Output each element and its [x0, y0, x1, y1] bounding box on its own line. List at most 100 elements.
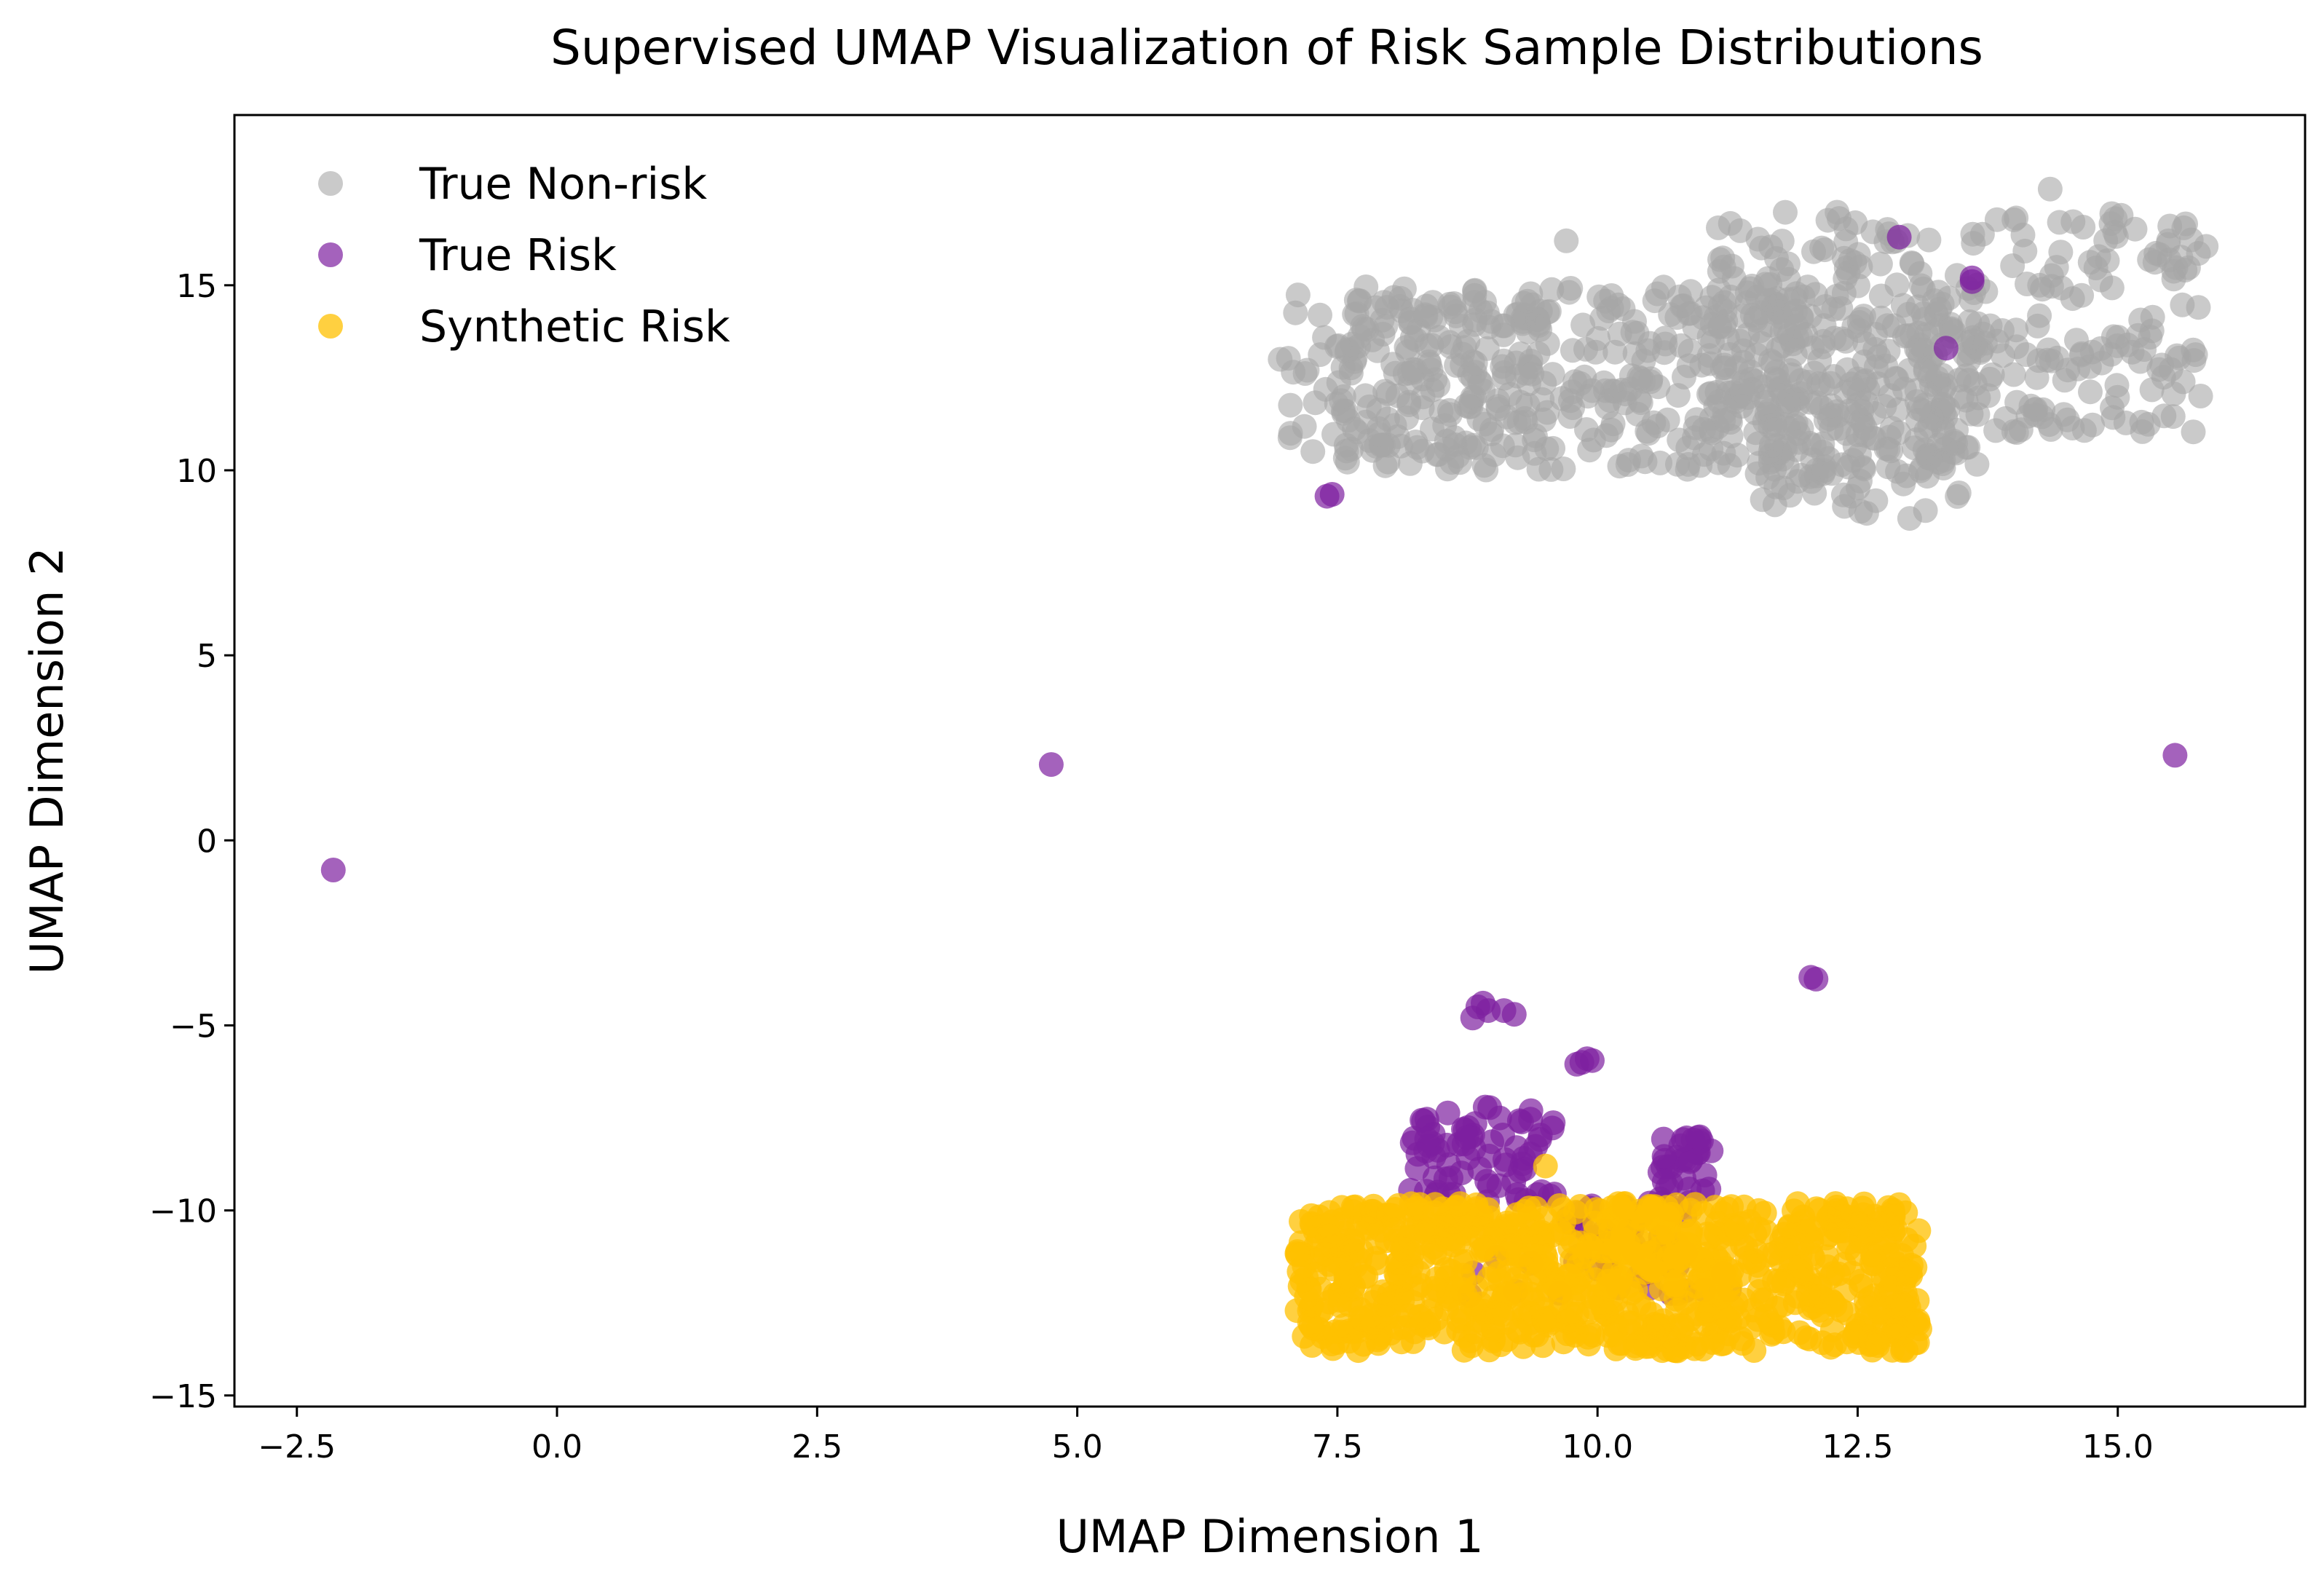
data-point — [1639, 1257, 1664, 1283]
data-point — [1399, 325, 1425, 350]
data-point — [1600, 1238, 1626, 1264]
data-point — [1434, 436, 1459, 462]
legend-label: Synthetic Risk — [419, 301, 730, 352]
data-point — [2086, 244, 2111, 269]
data-point — [1917, 446, 1942, 471]
x-axis-label: UMAP Dimension 1 — [1056, 1510, 1483, 1563]
data-point — [1512, 1199, 1538, 1224]
data-point — [1540, 362, 1565, 387]
legend-marker — [318, 242, 343, 267]
data-point — [2137, 247, 2162, 272]
data-point — [1470, 1299, 1495, 1324]
x-tick-label: 10.0 — [1562, 1428, 1633, 1466]
data-point — [1653, 1328, 1679, 1353]
data-point — [2157, 213, 2183, 239]
data-point — [2044, 345, 2070, 371]
data-point — [2186, 295, 2211, 320]
data-point — [1746, 1198, 1771, 1223]
data-point — [1459, 1333, 1485, 1359]
data-point — [1496, 1281, 1522, 1307]
data-point — [1855, 1324, 1881, 1350]
data-point — [1326, 333, 1351, 358]
data-point — [1452, 1268, 1477, 1294]
data-point — [1757, 1242, 1782, 1267]
data-point — [1319, 482, 1345, 507]
data-point — [1857, 1220, 1883, 1246]
data-point — [1724, 1215, 1750, 1241]
data-point — [2181, 419, 2206, 445]
data-point — [1278, 392, 1303, 418]
data-point — [2149, 352, 2175, 378]
data-point — [1696, 381, 1721, 407]
data-point — [1303, 390, 1328, 416]
data-point — [1929, 291, 1955, 317]
data-point — [1711, 1331, 1736, 1356]
y-tick-label: −10 — [149, 1193, 217, 1230]
data-point — [2135, 411, 2161, 437]
data-point — [1338, 360, 1364, 386]
data-point — [1894, 463, 1919, 489]
data-point — [1627, 388, 1652, 413]
data-point — [1830, 482, 1856, 507]
data-point — [1520, 1232, 1546, 1257]
data-point — [1463, 435, 1489, 460]
data-point — [1886, 224, 1912, 250]
data-point — [1906, 396, 1932, 422]
data-point — [2022, 397, 2047, 422]
data-point — [1345, 1338, 1371, 1364]
data-point — [1410, 438, 1435, 464]
data-point — [2157, 248, 2182, 272]
data-point — [1801, 239, 1826, 264]
data-point — [1697, 351, 1723, 376]
data-point — [1346, 288, 1372, 314]
data-point — [1289, 1241, 1315, 1267]
data-point — [1622, 341, 1648, 366]
data-point — [1584, 1197, 1609, 1222]
data-point — [1371, 290, 1396, 315]
x-tick-label: 15.0 — [2082, 1428, 2154, 1466]
data-point — [1797, 1326, 1822, 1352]
data-point — [1593, 1300, 1618, 1326]
data-point — [1533, 1153, 1558, 1179]
data-point — [1308, 302, 1332, 328]
data-point — [1803, 966, 1829, 992]
data-point — [2060, 209, 2086, 234]
data-point — [1465, 1206, 1490, 1232]
data-point — [2048, 240, 2074, 265]
data-point — [1474, 457, 1499, 483]
series-synthetic-risk — [1284, 1153, 1932, 1364]
data-point — [1501, 1002, 1527, 1027]
data-point — [1851, 1191, 1877, 1217]
data-point — [2001, 362, 2026, 387]
x-tick-label: 5.0 — [1052, 1428, 1103, 1466]
data-point — [1593, 288, 1618, 314]
data-point — [1423, 1306, 1449, 1332]
data-point — [1436, 1152, 1461, 1177]
legend-label: True Non-risk — [419, 159, 707, 210]
data-point — [1691, 416, 1717, 442]
data-point — [1454, 1125, 1479, 1150]
data-point — [1860, 425, 1886, 451]
y-tick-label: 5 — [197, 638, 217, 675]
y-tick-label: 0 — [197, 823, 217, 860]
data-point — [1038, 752, 1064, 778]
data-point — [1849, 1273, 1874, 1299]
data-point — [1510, 309, 1536, 334]
data-point — [1873, 353, 1899, 379]
data-point — [1515, 392, 1541, 418]
data-point — [1675, 435, 1701, 461]
data-point — [1817, 1204, 1842, 1230]
data-point — [1945, 483, 1970, 509]
data-point — [1594, 423, 1619, 448]
data-point — [1980, 362, 2005, 387]
data-point — [1795, 1218, 1821, 1243]
data-point — [1848, 254, 1873, 280]
data-point — [1786, 430, 1811, 455]
data-point — [1365, 1327, 1391, 1353]
data-point — [1562, 1270, 1588, 1296]
data-point — [1537, 1308, 1562, 1333]
data-point — [2125, 323, 2151, 348]
data-point — [1963, 335, 1988, 360]
data-point — [2060, 286, 2085, 312]
data-point — [2188, 384, 2213, 408]
